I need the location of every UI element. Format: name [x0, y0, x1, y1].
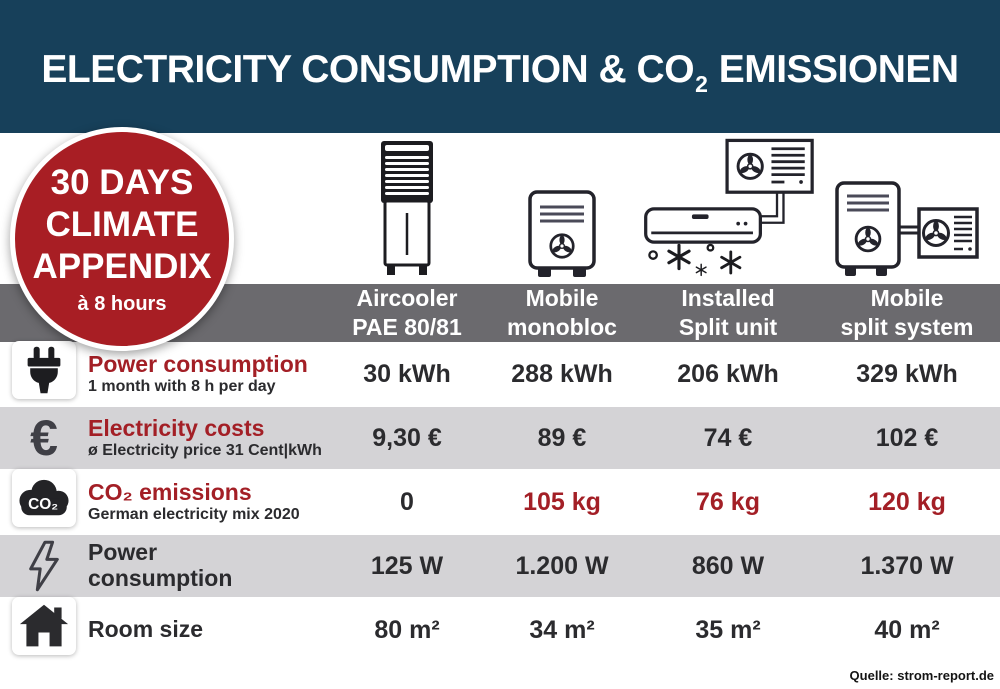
house-icon — [12, 597, 76, 655]
value-cell: 40 m² — [874, 615, 940, 644]
value-cell: 1.370 W — [860, 551, 954, 580]
aircooler-icon — [332, 133, 482, 284]
value-cell: 102 € — [875, 423, 939, 452]
row-subtitle: 1 month with 8 h per day — [88, 378, 276, 396]
column-label-line: Aircooler — [356, 285, 458, 312]
column-label-line: Installed — [681, 285, 775, 312]
badge-line-4: à 8 hours — [77, 293, 167, 315]
row-label-cell: Power consumption — [88, 539, 332, 592]
monobloc-icon — [482, 133, 642, 284]
value-cell: 0 — [400, 487, 414, 516]
value-cell: 105 kg — [523, 487, 601, 516]
badge-line-2: CLIMATE — [45, 205, 199, 244]
value-cell: 860 W — [691, 551, 765, 580]
badge-line-3: APPENDIX — [32, 247, 212, 286]
title-pre: ELECTRICITY CONSUMPTION & CO — [41, 47, 695, 91]
table-row-co2: CO₂ CO₂ emissions German electricity mix… — [0, 469, 1000, 533]
value-cell: 1.200 W — [515, 551, 609, 580]
euro-icon: € — [12, 409, 76, 467]
badge-line-1: 30 DAYS — [50, 163, 194, 202]
value-cell: 288 kWh — [511, 359, 613, 388]
value-cell: 34 m² — [529, 615, 595, 644]
euro-glyph: € — [30, 410, 58, 466]
column-header-monobloc: Mobile monobloc — [482, 284, 642, 342]
value-cell: 120 kg — [868, 487, 946, 516]
title-post: EMISSIONEN — [708, 47, 959, 91]
mobile-split-icon — [814, 133, 1000, 284]
value-cell: 329 kWh — [856, 359, 958, 388]
value-cell: 89 € — [537, 423, 587, 452]
value-cell: 74 € — [703, 423, 753, 452]
value-cell: 125 W — [370, 551, 444, 580]
page-title: ELECTRICITY CONSUMPTION & CO2 EMISSIONEN — [41, 36, 959, 98]
table-row-costs: € Electricity costs ø Electricity price … — [0, 407, 1000, 469]
row-subtitle: German electricity mix 2020 — [88, 506, 300, 524]
column-label-line: Mobile — [870, 285, 944, 312]
value-cell: 80 m² — [374, 615, 440, 644]
title-subscript: 2 — [695, 70, 708, 97]
plug-icon — [12, 341, 76, 399]
column-label-line: monobloc — [507, 314, 617, 340]
column-label-line: Split unit — [678, 314, 778, 340]
column-label-line: PAE 80/81 — [352, 314, 462, 340]
column-header-split-unit: Installed Split unit — [642, 284, 814, 342]
table-row-power-kwh: Power consumption 1 month with 8 h per d… — [0, 341, 1000, 405]
header-band: ELECTRICITY CONSUMPTION & CO2 EMISSIONEN — [0, 0, 1000, 133]
climate-appendix-badge: 30 DAYS CLIMATE APPENDIX à 8 hours — [10, 127, 234, 351]
value-cell: 76 kg — [696, 487, 760, 516]
row-title: Electricity costs — [88, 414, 265, 441]
row-icon-cell — [0, 341, 88, 405]
column-header-aircooler: Aircooler PAE 80/81 — [332, 284, 482, 342]
value-cell: 9,30 € — [372, 423, 442, 452]
row-subtitle: ø Electricity price 31 Cent|kWh — [88, 442, 322, 460]
column-label-line: Mobile — [525, 285, 599, 312]
row-label-cell: Power consumption 1 month with 8 h per d… — [88, 350, 332, 397]
co2-cloud-icon: CO₂ — [12, 469, 76, 527]
row-icon-cell: CO₂ — [0, 469, 88, 533]
column-label-line: split system — [840, 314, 974, 340]
row-title: Power consumption — [88, 350, 308, 377]
source-credit: Quelle: strom-report.de — [849, 667, 994, 683]
row-icon-cell — [0, 535, 88, 597]
value-cell: 35 m² — [695, 615, 761, 644]
row-icon-cell: € — [0, 407, 88, 469]
value-cell: 206 kWh — [677, 359, 779, 388]
row-title: Room size — [88, 616, 204, 643]
table-row-room-size: Room size 80 m² 34 m² 35 m² 40 m² — [0, 597, 1000, 661]
value-cell: 30 kWh — [363, 359, 451, 388]
co2-cloud-label: CO₂ — [28, 496, 58, 513]
row-label-cell: Room size — [88, 616, 332, 643]
lightning-icon — [12, 537, 76, 595]
table-row-power-w: Power consumption 125 W 1.200 W 860 W 1.… — [0, 535, 1000, 597]
column-header-mobile-split: Mobile split system — [814, 284, 1000, 342]
row-icon-cell — [0, 597, 88, 661]
split-unit-icon — [642, 133, 814, 284]
row-title: Power consumption — [88, 539, 233, 591]
row-title: CO₂ emissions — [88, 478, 252, 505]
row-label-cell: Electricity costs ø Electricity price 31… — [88, 414, 332, 461]
metrics-table: Power consumption 1 month with 8 h per d… — [0, 341, 1000, 661]
footer: Quelle: strom-report.de — [0, 661, 1000, 689]
row-label-cell: CO₂ emissions German electricity mix 202… — [88, 478, 332, 525]
